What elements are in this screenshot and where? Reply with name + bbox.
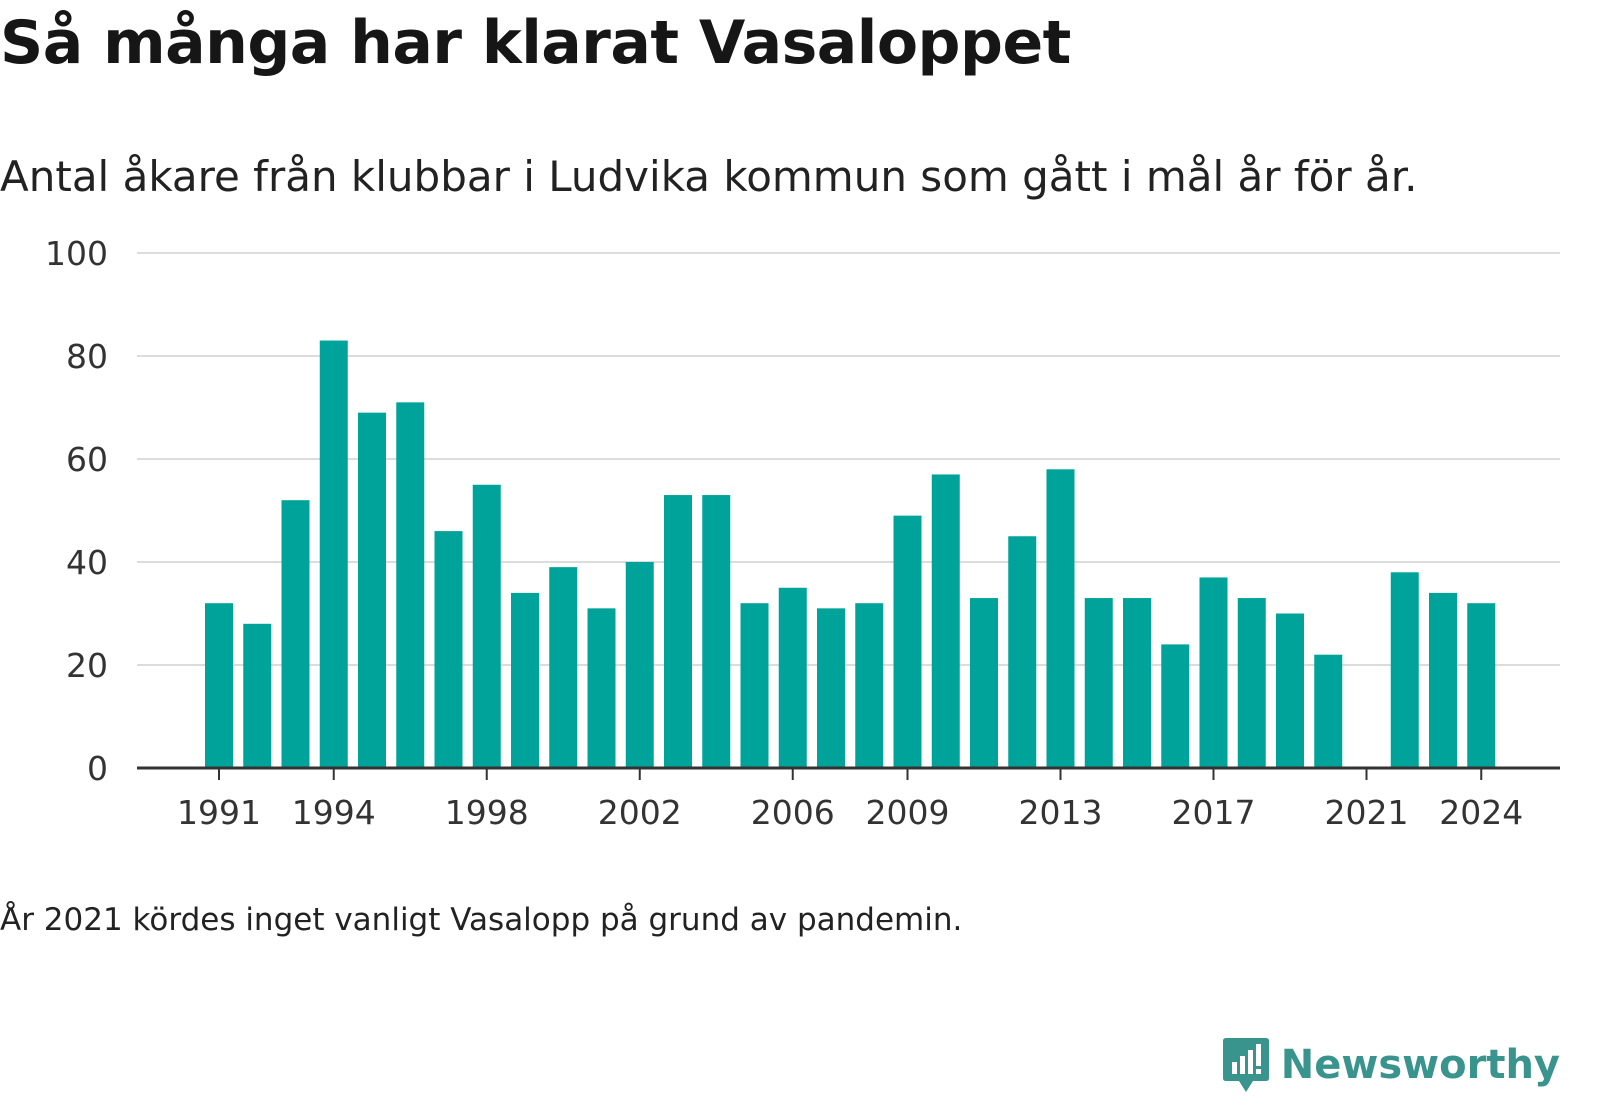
bar-2000 (549, 567, 578, 768)
brand-logo: Newsworthy (1221, 1030, 1560, 1100)
x-tick-label: 2024 (1439, 793, 1523, 832)
bar-chart: 0 20 40 60 80 100 1991 1994 1998 2002 2006 2009 201… (45, 234, 1560, 832)
y-tick-label: 0 (87, 749, 108, 788)
bar-2006 (778, 587, 807, 768)
y-tick-label: 80 (66, 337, 108, 376)
bar-2008 (855, 603, 884, 768)
bar-1999 (511, 592, 539, 768)
bar-1993 (281, 500, 310, 768)
y-tick-label: 100 (45, 234, 108, 273)
x-tick-label: 2013 (1019, 793, 1103, 832)
bar-2011 (970, 598, 998, 768)
y-tick-label: 20 (66, 646, 108, 685)
bar-2016 (1161, 644, 1190, 768)
bar-1997 (434, 531, 463, 768)
y-tick-label: 60 (66, 440, 108, 479)
bar-2013 (1046, 469, 1075, 768)
gridlines (137, 252, 1560, 666)
x-tick-label: 2002 (598, 793, 682, 832)
bar-2018 (1237, 598, 1266, 768)
brand-name: Newsworthy (1280, 1042, 1560, 1088)
y-axis-ticks: 0 20 40 60 80 100 (45, 234, 108, 788)
bar-2020 (1314, 654, 1343, 768)
x-axis-ticks: 1991 1994 1998 2002 2006 2009 2013 2017 2021 2024 (177, 768, 1523, 832)
bar-2009 (893, 515, 922, 768)
bar-2003 (664, 495, 692, 768)
bar-1996 (396, 402, 425, 768)
x-tick-label: 2006 (751, 793, 835, 832)
x-tick-label: 2017 (1172, 793, 1256, 832)
bars (205, 340, 1496, 768)
bar-2001 (587, 608, 616, 768)
bar-2012 (1008, 536, 1037, 768)
bar-2019 (1276, 613, 1304, 768)
chart-subtitle: Antal åkare från klubbar i Ludvika kommu… (0, 152, 1418, 201)
bar-2022 (1390, 572, 1419, 768)
bar-2002 (625, 562, 654, 768)
bar-1995 (358, 412, 386, 768)
bar-2004 (702, 495, 731, 768)
newsworthy-logo-icon (1222, 1038, 1269, 1092)
x-tick-label: 1991 (177, 793, 261, 832)
x-tick-label: 1994 (292, 793, 376, 832)
x-tick-label: 1998 (445, 793, 529, 832)
bar-1992 (243, 623, 272, 768)
bar-2007 (817, 608, 845, 768)
bar-1998 (472, 484, 501, 768)
chart-title: Så många har klarat Vasaloppet (0, 8, 1071, 78)
bar-1994 (319, 340, 348, 768)
bar-2015 (1123, 598, 1151, 768)
x-tick-label: 2021 (1325, 793, 1409, 832)
bar-2010 (931, 474, 960, 768)
bar-2005 (740, 603, 769, 768)
bar-2024 (1467, 603, 1496, 768)
y-tick-label: 40 (66, 543, 108, 582)
footnote: År 2021 kördes inget vanligt Vasalopp på… (0, 902, 963, 938)
bar-2023 (1429, 592, 1457, 768)
bar-2014 (1084, 598, 1113, 768)
bar-2017 (1199, 577, 1228, 768)
x-tick-label: 2009 (866, 793, 950, 832)
bar-1991 (205, 603, 233, 768)
